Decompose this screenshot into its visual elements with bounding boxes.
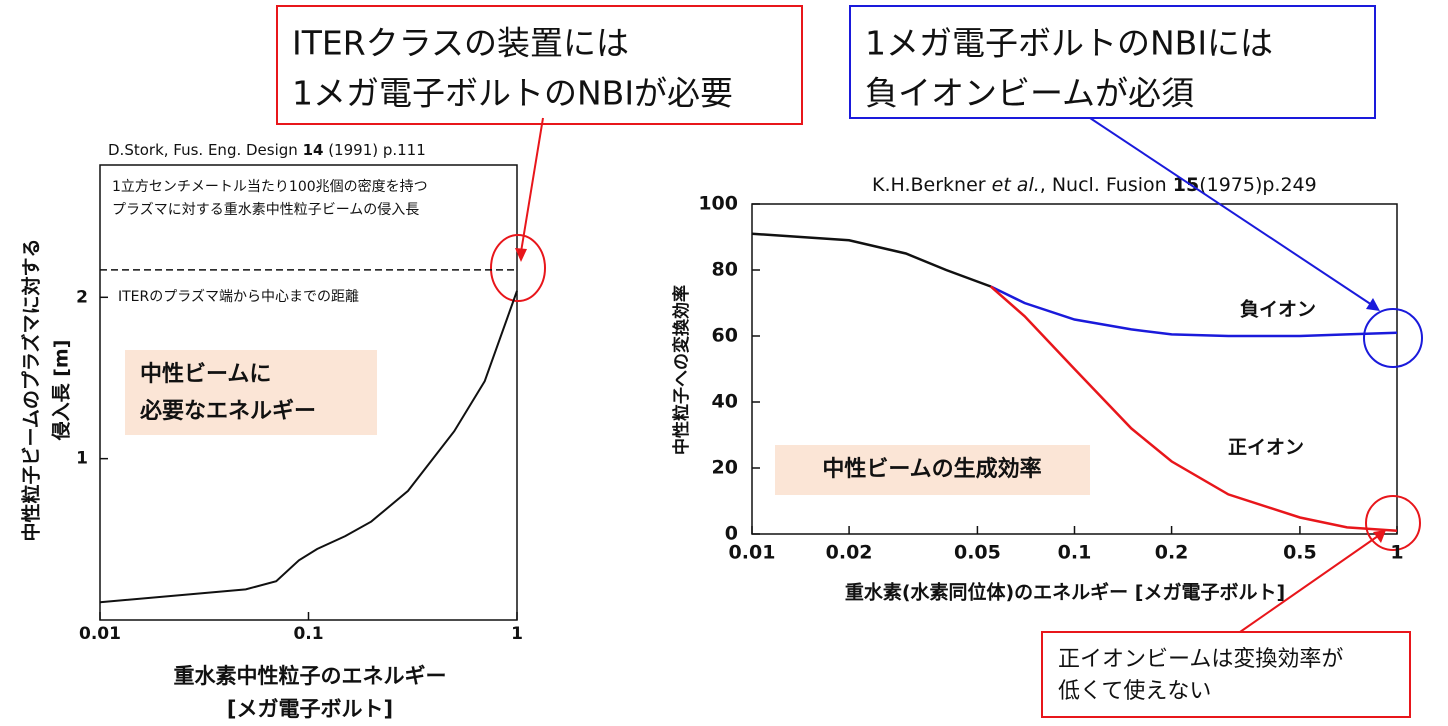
series-label: 負イオン [1240,298,1316,321]
callout-box [849,5,1376,119]
y-tick-label: 40 [712,391,738,413]
arrow [520,117,544,253]
x-axis-label: 重水素(水素同位体)のエネルギー [メガ電子ボルト] [845,581,1285,604]
callout-text: ITERクラスの装置には [292,24,629,63]
highlight-circle [1365,495,1421,551]
highlight-text: 中性ビームに [140,362,271,387]
callout-text: 負イオンビームが必須 [865,74,1194,113]
callout-text: 1メガ電子ボルトのNBIには [865,24,1273,63]
data-line [751,232,992,288]
note: 1立方センチメートル当たり100兆個の密度を持つ [112,178,428,195]
highlight-box [125,350,377,435]
data-line [989,285,1398,532]
arrow [1239,535,1379,633]
y-axis-label: 中性粒子への変換効率 [671,285,692,455]
callout-text: 正イオンビームは変換効率が [1058,647,1343,672]
x-tick-label: 0.5 [1283,542,1317,564]
highlight-box [775,445,1090,495]
x-tick-label: 0.1 [293,624,323,644]
y-axis-label: 侵入長 [m] [50,340,73,442]
x-tick-label: 1 [511,624,523,644]
series-label: 正イオン [1228,437,1304,459]
source: K.H.Berkner et al., Nucl. Fusion 15(1975… [872,174,1317,196]
x-tick-label: 0.05 [954,542,1001,564]
y-tick-label: 20 [712,457,738,479]
highlight-text: 中性ビームの生成効率 [822,456,1041,482]
reference-label: ITERのプラズマ端から中心までの距離 [118,288,359,305]
data-line [99,290,518,604]
callout-text: 1メガ電子ボルトのNBIが必要 [292,74,733,113]
x-axis-label: 重水素中性粒子のエネルギー [174,664,447,688]
x-tick-label: 0.02 [826,542,873,564]
callout-box [276,5,803,125]
arrow-head [1373,530,1386,543]
y-tick-label: 1 [76,449,88,469]
y-tick-label: 80 [712,259,738,281]
y-tick-label: 100 [698,193,738,215]
arrow [1089,117,1373,306]
highlight-circle [490,234,546,302]
callout-text: 低くて使えない [1058,679,1211,704]
x-tick-label: 0.1 [1058,542,1092,564]
arrow-head [1366,298,1380,311]
highlight-text: 必要なエネルギー [140,398,316,424]
data-line [990,285,1398,338]
x-axis-label: [メガ電子ボルト] [227,697,393,721]
y-tick-label: 0 [725,523,738,545]
highlight-circle [1363,308,1423,368]
y-tick-label: 2 [76,287,88,307]
arrow-head [515,248,527,262]
x-tick-label: 0.2 [1155,542,1189,564]
plots: 0.01 0.1 1 1 2 0.01 0.02 0.05 0.1 0.2 0.5 1 0 20 40 60 8… [76,193,1403,645]
x-tick-label: 1 [1390,542,1403,564]
source: D.Stork, Fus. Eng. Design 14 (1991) p.11… [108,141,426,159]
callout-box [1041,631,1411,718]
x-tick-label: 0.01 [79,624,121,644]
x-tick-label: 0.01 [729,542,776,564]
note: プラズマに対する重水素中性粒子ビームの侵入長 [112,201,419,218]
y-axis-label: 中性粒子ビームのプラズマに対する [20,238,43,541]
y-tick-label: 60 [712,325,738,347]
